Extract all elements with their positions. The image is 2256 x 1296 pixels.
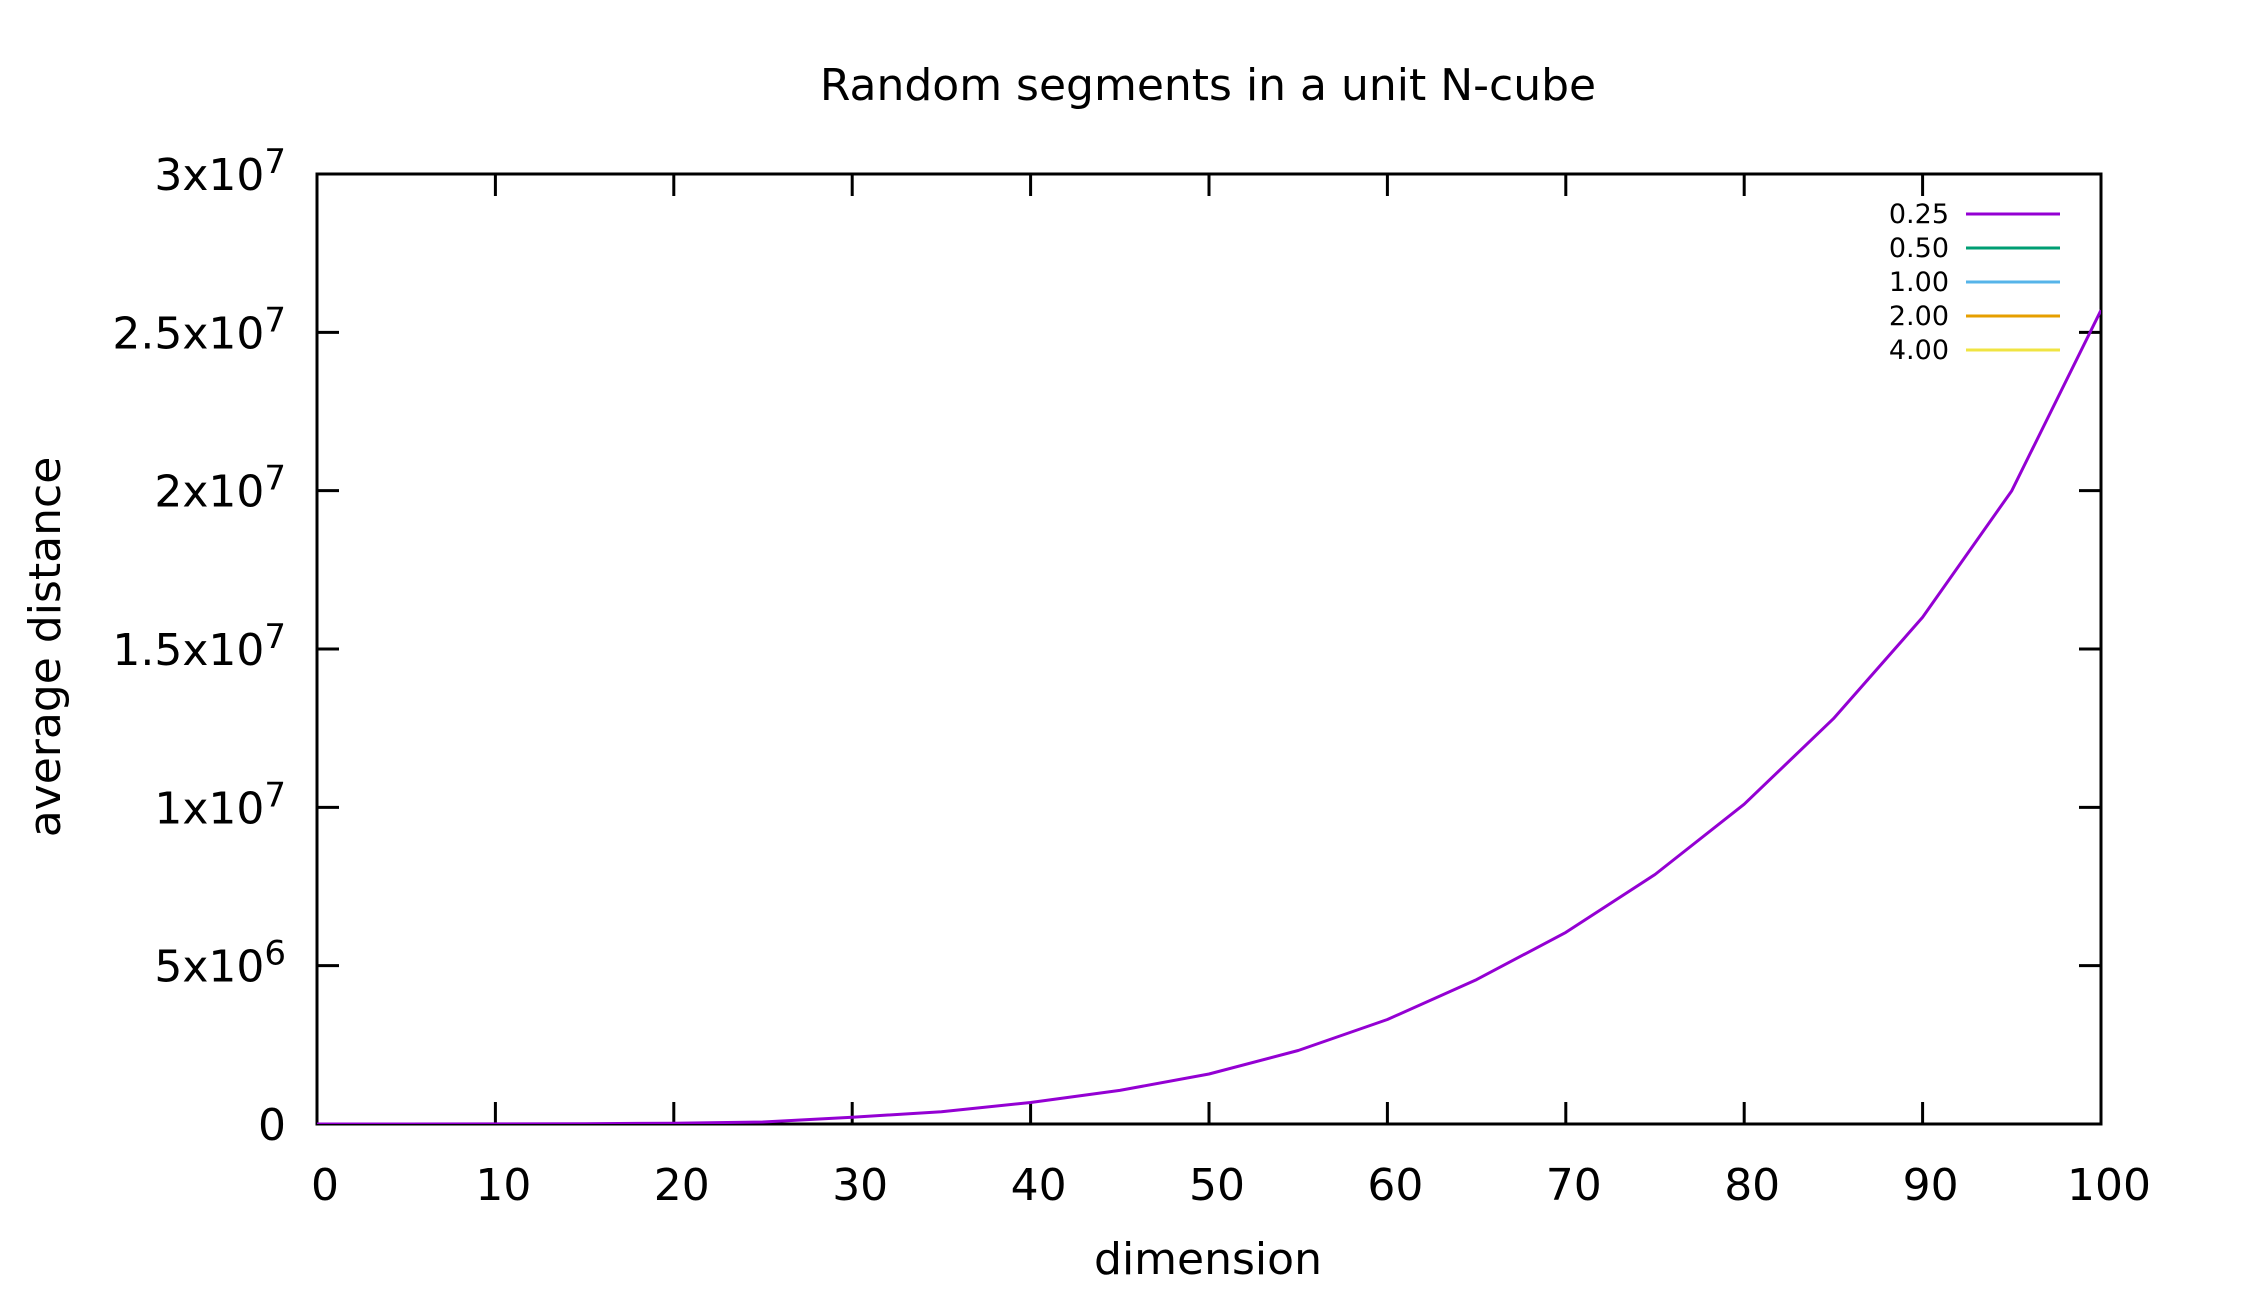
- y-tick-label: 2x107: [154, 459, 286, 518]
- x-tick-label: 0: [311, 1160, 339, 1211]
- x-tick-label: 70: [1546, 1160, 1602, 1211]
- plot-frame: [315, 172, 2103, 1126]
- legend-label: 2.00: [1889, 301, 1949, 332]
- x-tick-label: 100: [2067, 1160, 2151, 1211]
- x-axis: 0 10 20 30 40 50 60 70 80 90 100: [311, 174, 2151, 1211]
- x-tick-label: 10: [475, 1160, 531, 1211]
- x-tick-label: 60: [1367, 1160, 1423, 1211]
- legend: 0.250.501.002.004.00: [1889, 199, 2060, 366]
- x-axis-label: dimension: [1094, 1234, 1322, 1285]
- y-axis-label: average distance: [20, 457, 71, 838]
- y-tick-label: 5x106: [154, 934, 286, 993]
- y-tick-label: 2.5x107: [112, 300, 286, 359]
- y-axis: 0 5x106 1x107 1.5x107 2x107 2.5x107 3x107: [112, 142, 2101, 1151]
- y-tick-label: 1x107: [154, 775, 286, 834]
- y-tick-label: 1.5x107: [112, 617, 286, 676]
- legend-label: 1.00: [1889, 267, 1949, 298]
- x-tick-label: 80: [1724, 1160, 1780, 1211]
- series-layer: [317, 309, 2101, 1124]
- x-tick-label: 20: [654, 1160, 710, 1211]
- x-tick-label: 30: [832, 1160, 888, 1211]
- chart-title: Random segments in a unit N-cube: [820, 60, 1596, 111]
- y-tick-label: 0: [258, 1100, 286, 1151]
- legend-label: 0.25: [1889, 199, 1949, 230]
- y-tick-label: 3x107: [154, 142, 286, 201]
- legend-label: 4.00: [1889, 335, 1949, 366]
- legend-label: 0.50: [1889, 233, 1949, 264]
- series-line-0: [317, 309, 2101, 1124]
- x-tick-label: 50: [1189, 1160, 1245, 1211]
- x-tick-label: 40: [1011, 1160, 1067, 1211]
- x-tick-label: 90: [1903, 1160, 1959, 1211]
- plot-area: [315, 172, 2103, 1126]
